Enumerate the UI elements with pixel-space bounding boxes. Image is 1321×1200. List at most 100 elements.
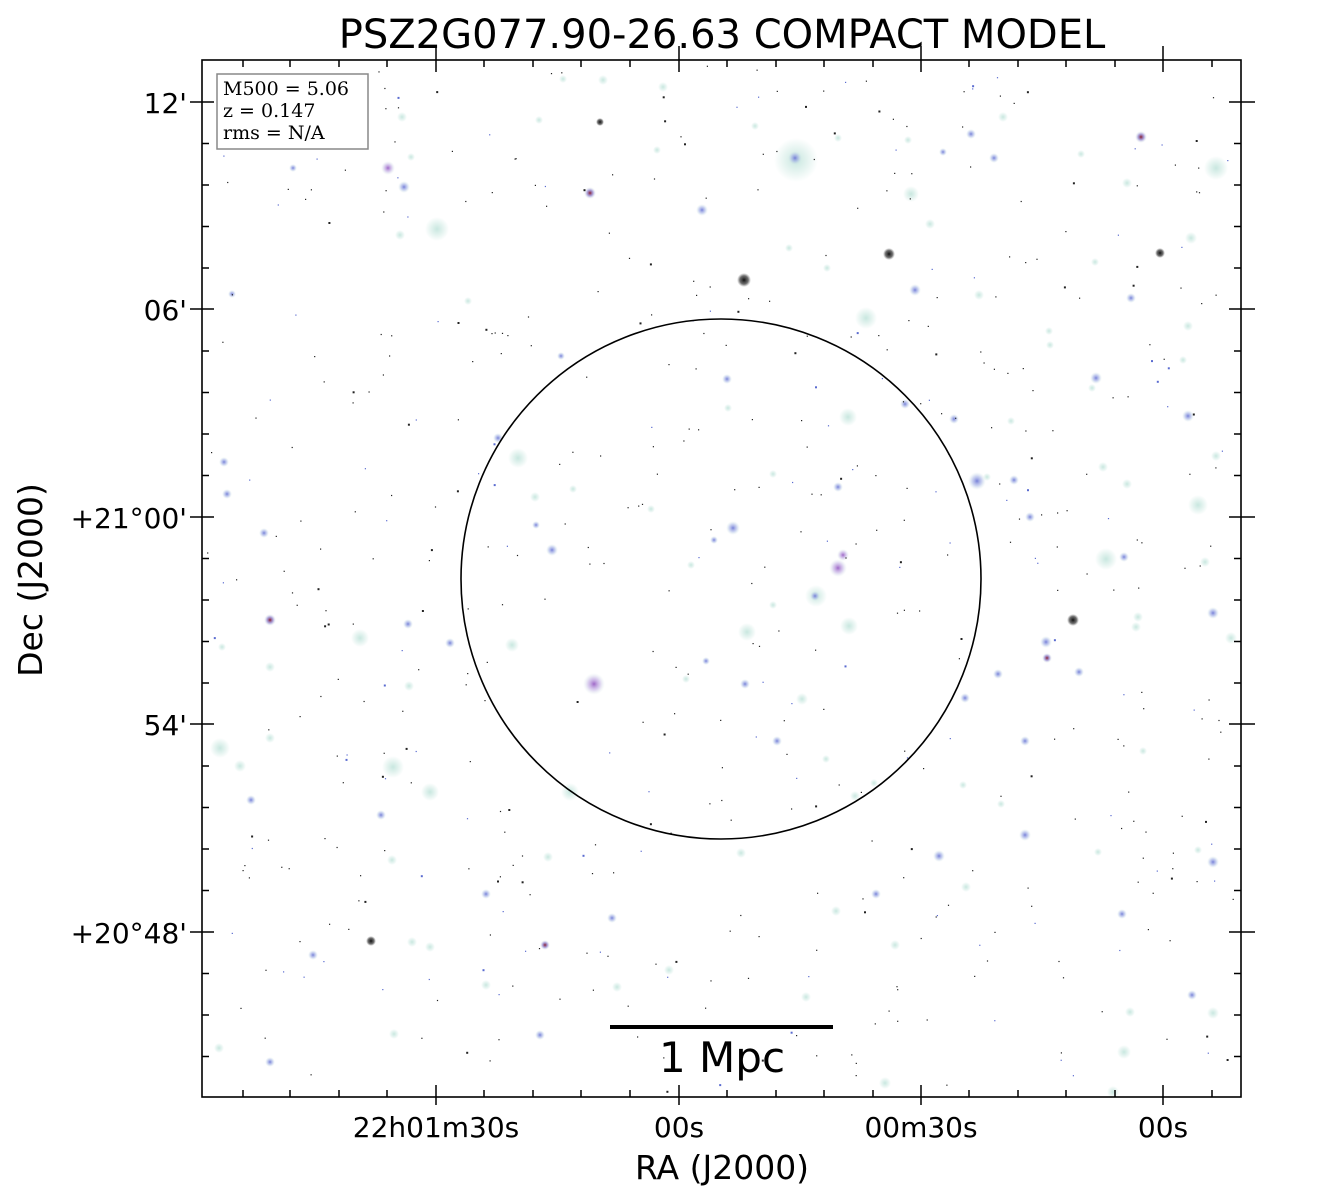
noise-speck — [314, 356, 316, 358]
noise-speck — [693, 280, 695, 282]
noise-speck — [499, 810, 502, 813]
noise-speck — [382, 989, 384, 991]
point-source — [1074, 667, 1084, 677]
noise-speck — [405, 747, 408, 750]
point-source — [1019, 829, 1031, 841]
noise-speck — [1196, 881, 1198, 883]
point-source — [1204, 156, 1228, 180]
noise-speck — [874, 1023, 876, 1025]
y-tick-label: 54' — [144, 709, 187, 742]
noise-speck — [1192, 413, 1195, 416]
noise-speck — [888, 1010, 890, 1012]
noise-speck — [489, 134, 491, 136]
point-source — [403, 619, 413, 629]
point-source — [210, 738, 230, 758]
noise-speck — [1074, 818, 1076, 820]
noise-speck — [972, 85, 975, 88]
noise-speck — [600, 455, 602, 457]
noise-speck — [1142, 857, 1144, 859]
point-source — [840, 617, 858, 635]
noise-speck — [668, 590, 670, 592]
noise-speck — [1226, 1059, 1229, 1061]
noise-speck — [1060, 1052, 1062, 1054]
noise-speck — [323, 961, 325, 963]
noise-speck — [291, 446, 293, 449]
noise-speck — [698, 429, 700, 431]
noise-speck — [603, 562, 605, 565]
noise-speck — [352, 402, 354, 404]
noise-speck — [504, 831, 506, 833]
noise-speck — [1058, 960, 1060, 963]
noise-speck — [587, 546, 589, 549]
noise-speck — [862, 898, 864, 900]
noise-speck — [1054, 738, 1056, 740]
point-source — [823, 264, 831, 272]
noise-speck — [751, 582, 753, 585]
noise-speck — [896, 612, 899, 614]
noise-speck — [1123, 694, 1125, 696]
point-source — [612, 982, 622, 992]
noise-speck — [1009, 256, 1011, 258]
noise-speck — [1117, 234, 1119, 236]
noise-speck — [705, 197, 707, 199]
point-source — [822, 755, 830, 763]
noise-speck — [794, 352, 797, 355]
noise-speck — [906, 487, 908, 489]
point-source — [1119, 552, 1129, 562]
noise-speck — [762, 681, 764, 683]
point-source — [583, 673, 605, 695]
noise-speck — [1062, 977, 1065, 979]
point-source — [879, 1077, 891, 1089]
noise-speck — [223, 155, 225, 157]
noise-speck — [512, 985, 514, 987]
noise-speck — [1198, 192, 1201, 194]
noise-speck — [281, 866, 283, 868]
noise-speck — [320, 695, 322, 698]
point-source — [736, 848, 746, 858]
noise-speck — [894, 172, 896, 174]
point-source — [376, 810, 386, 820]
noise-speck — [710, 529, 712, 531]
noise-speck — [736, 106, 738, 108]
scale-bar: 1 Mpc — [610, 1025, 833, 1082]
noise-speck — [364, 900, 367, 903]
point-source — [1007, 417, 1015, 425]
noise-speck — [1037, 562, 1039, 564]
point-source — [801, 992, 811, 1002]
noise-speck — [627, 507, 629, 509]
noise-speck — [725, 344, 727, 346]
noise-speck — [1145, 831, 1147, 833]
noise-speck — [649, 823, 652, 826]
noise-speck — [407, 216, 409, 218]
noise-speck — [796, 1035, 798, 1037]
noise-speck — [385, 190, 387, 192]
point-source — [726, 521, 740, 535]
noise-speck — [758, 936, 760, 938]
noise-speck — [1180, 287, 1182, 289]
noise-speck — [358, 900, 360, 902]
point-source — [1188, 495, 1208, 515]
noise-speck — [457, 419, 459, 421]
point-source — [1187, 990, 1197, 1000]
noise-speck — [815, 649, 817, 651]
noise-speck — [467, 673, 469, 675]
point-source — [218, 643, 226, 651]
point-source — [1131, 622, 1141, 632]
noise-speck — [1136, 265, 1139, 268]
noise-speck — [999, 95, 1001, 97]
y-tick-label: 12' — [144, 87, 187, 120]
noise-speck — [248, 877, 250, 879]
noise-speck — [850, 336, 852, 338]
noise-speck — [999, 483, 1001, 485]
noise-speck — [1117, 738, 1119, 740]
point-source — [647, 505, 655, 513]
noise-speck — [886, 190, 888, 192]
noise-speck — [1025, 262, 1027, 264]
noise-speck — [1036, 258, 1038, 260]
noise-speck — [1034, 922, 1036, 924]
noise-speck — [927, 325, 929, 327]
point-source — [1042, 653, 1052, 663]
noise-speck — [222, 341, 224, 343]
noise-speck — [1167, 406, 1169, 408]
noise-speck — [1141, 691, 1143, 693]
